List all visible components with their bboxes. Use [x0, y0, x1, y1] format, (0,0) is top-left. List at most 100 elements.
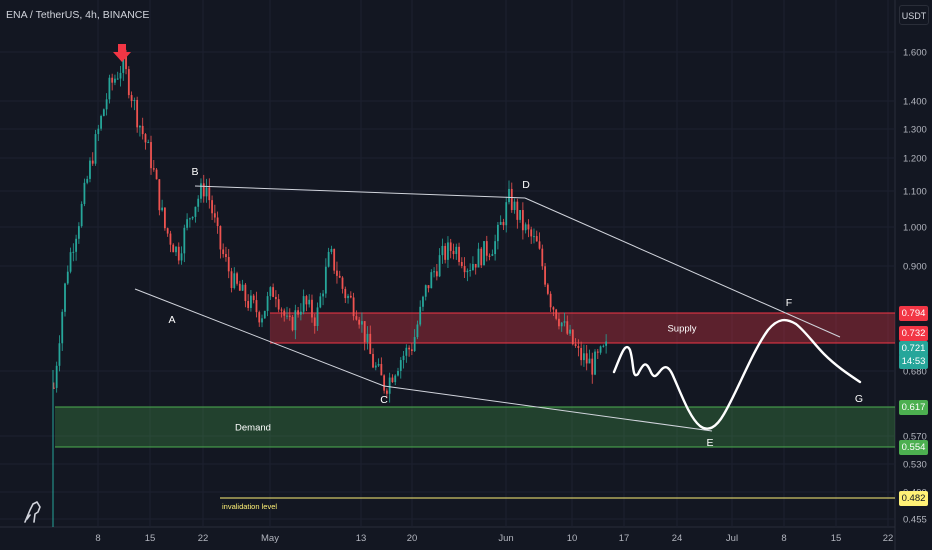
candle-body [97, 128, 100, 135]
candle-body [283, 310, 286, 316]
trendline-b-d [194, 185, 526, 199]
candle-body [358, 319, 361, 325]
candle-body [75, 238, 77, 252]
candle-body [558, 318, 560, 327]
candle-body [280, 309, 283, 311]
candle-body [521, 210, 524, 231]
candle-body [394, 375, 397, 383]
candle-body [483, 241, 485, 266]
candle-body [499, 221, 502, 225]
candle-body [510, 188, 513, 211]
x-tick-label: 8 [95, 533, 100, 544]
candle-body [83, 182, 86, 204]
candle-body [188, 218, 191, 220]
y-tick-label: 1.100 [903, 187, 927, 198]
x-tick-label: 10 [567, 533, 578, 544]
candle-body [197, 198, 200, 207]
candle-body [324, 266, 327, 294]
candle-body [513, 201, 516, 211]
candle-body [91, 160, 94, 164]
candle-body [388, 377, 391, 394]
candle-body [349, 295, 352, 298]
candle-body [213, 213, 216, 218]
candle-body [552, 307, 555, 310]
candle-body [602, 345, 605, 347]
y-tick-label: 1.000 [903, 223, 927, 234]
candle-body [208, 187, 211, 201]
candle-body [127, 69, 130, 96]
candle-body [560, 322, 563, 327]
candle-body [488, 255, 491, 257]
price-label: 0.732 [899, 326, 928, 341]
candle-body [69, 252, 72, 272]
candle-body [341, 277, 344, 289]
candle-body [205, 187, 208, 197]
supply-zone-label: Supply [667, 324, 696, 335]
candle-body [250, 295, 252, 308]
candle-body [530, 229, 533, 237]
candle-body [519, 210, 521, 220]
candle-body [161, 207, 164, 211]
candle-body [61, 311, 64, 344]
candle-body [233, 273, 236, 288]
zone-layer: Supply Demand invalidation level [55, 312, 895, 511]
candle-body [535, 236, 538, 242]
candle-body [241, 284, 244, 291]
candle-body [322, 293, 324, 297]
candle-body [416, 324, 419, 338]
candle-body [294, 310, 297, 331]
candle-body [125, 54, 127, 70]
candle-body [410, 349, 413, 351]
candle-body [405, 347, 408, 356]
candle-body [380, 363, 383, 376]
price-label: 0.554 [899, 440, 928, 455]
candle-body [155, 169, 158, 180]
candle-body [449, 242, 452, 251]
supply-zone [270, 313, 895, 343]
candle-body [563, 321, 566, 323]
y-tick-label: 0.530 [903, 460, 927, 471]
candle-body [114, 78, 116, 83]
candle-body [230, 271, 233, 288]
candle-body [497, 224, 499, 242]
trendline-a-c [134, 288, 385, 387]
candle-body [427, 285, 430, 289]
candle-body [136, 99, 139, 128]
candle-body [399, 360, 402, 371]
candle-body [566, 321, 569, 334]
x-tick-label: 22 [883, 533, 894, 544]
candle-body [152, 168, 155, 170]
currency-button[interactable]: USDT [899, 5, 929, 25]
candle-body [288, 315, 291, 317]
candle-body [546, 284, 549, 294]
candle-body [441, 245, 444, 256]
candle-body [211, 200, 213, 214]
candle-body [377, 363, 380, 366]
candle-body [191, 216, 194, 219]
candle-body [408, 347, 410, 350]
candle-body [258, 312, 261, 323]
candle-body [72, 251, 75, 253]
x-tick-label: 20 [407, 533, 418, 544]
candle-body [119, 72, 122, 79]
candle-body [139, 125, 141, 128]
candle-body [344, 288, 347, 299]
candle-body [397, 370, 399, 376]
candle-body [591, 358, 594, 375]
candle-body [58, 343, 61, 366]
candle-body [533, 236, 535, 238]
candle-body [361, 321, 363, 325]
candle-body [133, 99, 136, 101]
candle-body [116, 78, 119, 80]
candle-body [524, 224, 527, 231]
candle-body [544, 266, 546, 285]
candle-body [122, 54, 125, 73]
candle-body [89, 160, 91, 179]
demand-zone [55, 407, 895, 447]
candle-body [305, 296, 308, 305]
candle-body [338, 275, 341, 278]
candle-body [516, 201, 519, 220]
candle-body [422, 296, 424, 307]
demand-zone-label: Demand [235, 423, 271, 434]
